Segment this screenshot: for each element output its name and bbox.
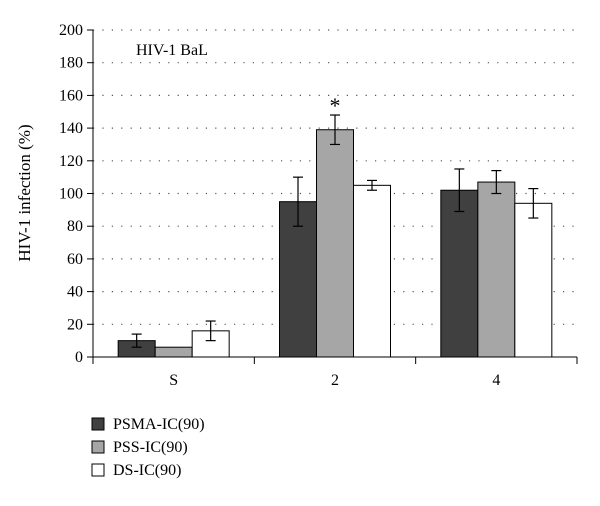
bar [154,346,193,358]
y-tick-label: 100 [59,186,83,203]
x-tick-label: 2 [331,372,339,389]
legend-label: PSMA-IC(90) [113,416,205,433]
x-tick-label: S [169,372,178,389]
legend-swatch [91,417,105,431]
y-tick-label: 140 [59,120,83,137]
x-ticks: S 2 4 [92,357,578,389]
error-bars [131,114,539,348]
bar [440,189,479,358]
y-axis-title: HIV-1 infection (%) [15,124,34,261]
bar [316,129,354,358]
y-tick-label: 200 [59,22,83,39]
significance-marks: * [330,93,341,118]
y-tick-label: 80 [67,218,83,235]
legend-label: PSS-IC(90) [113,439,188,456]
bars [117,129,553,358]
y-ticks: 0 20 40 60 80 100 120 140 160 180 200 [59,22,93,366]
legend: PSMA-IC(90) PSS-IC(90) DS-IC(90) [91,416,205,479]
y-tick-label: 160 [59,87,83,104]
chart-annotation: HIV-1 BaL [136,42,208,59]
y-tick-label: 20 [67,316,83,333]
y-tick-label: 0 [75,349,83,366]
y-tick-label: 120 [59,153,83,170]
legend-swatch [91,463,105,477]
y-tick-label: 40 [67,284,83,301]
x-tick-label: 4 [492,372,500,389]
bar [353,184,391,358]
y-tick-label: 180 [59,55,83,72]
significance-star: * [330,93,341,118]
bar [514,202,553,358]
bar [477,181,516,358]
y-tick-label: 60 [67,251,83,268]
legend-swatch [91,440,105,454]
legend-label: DS-IC(90) [113,462,181,479]
